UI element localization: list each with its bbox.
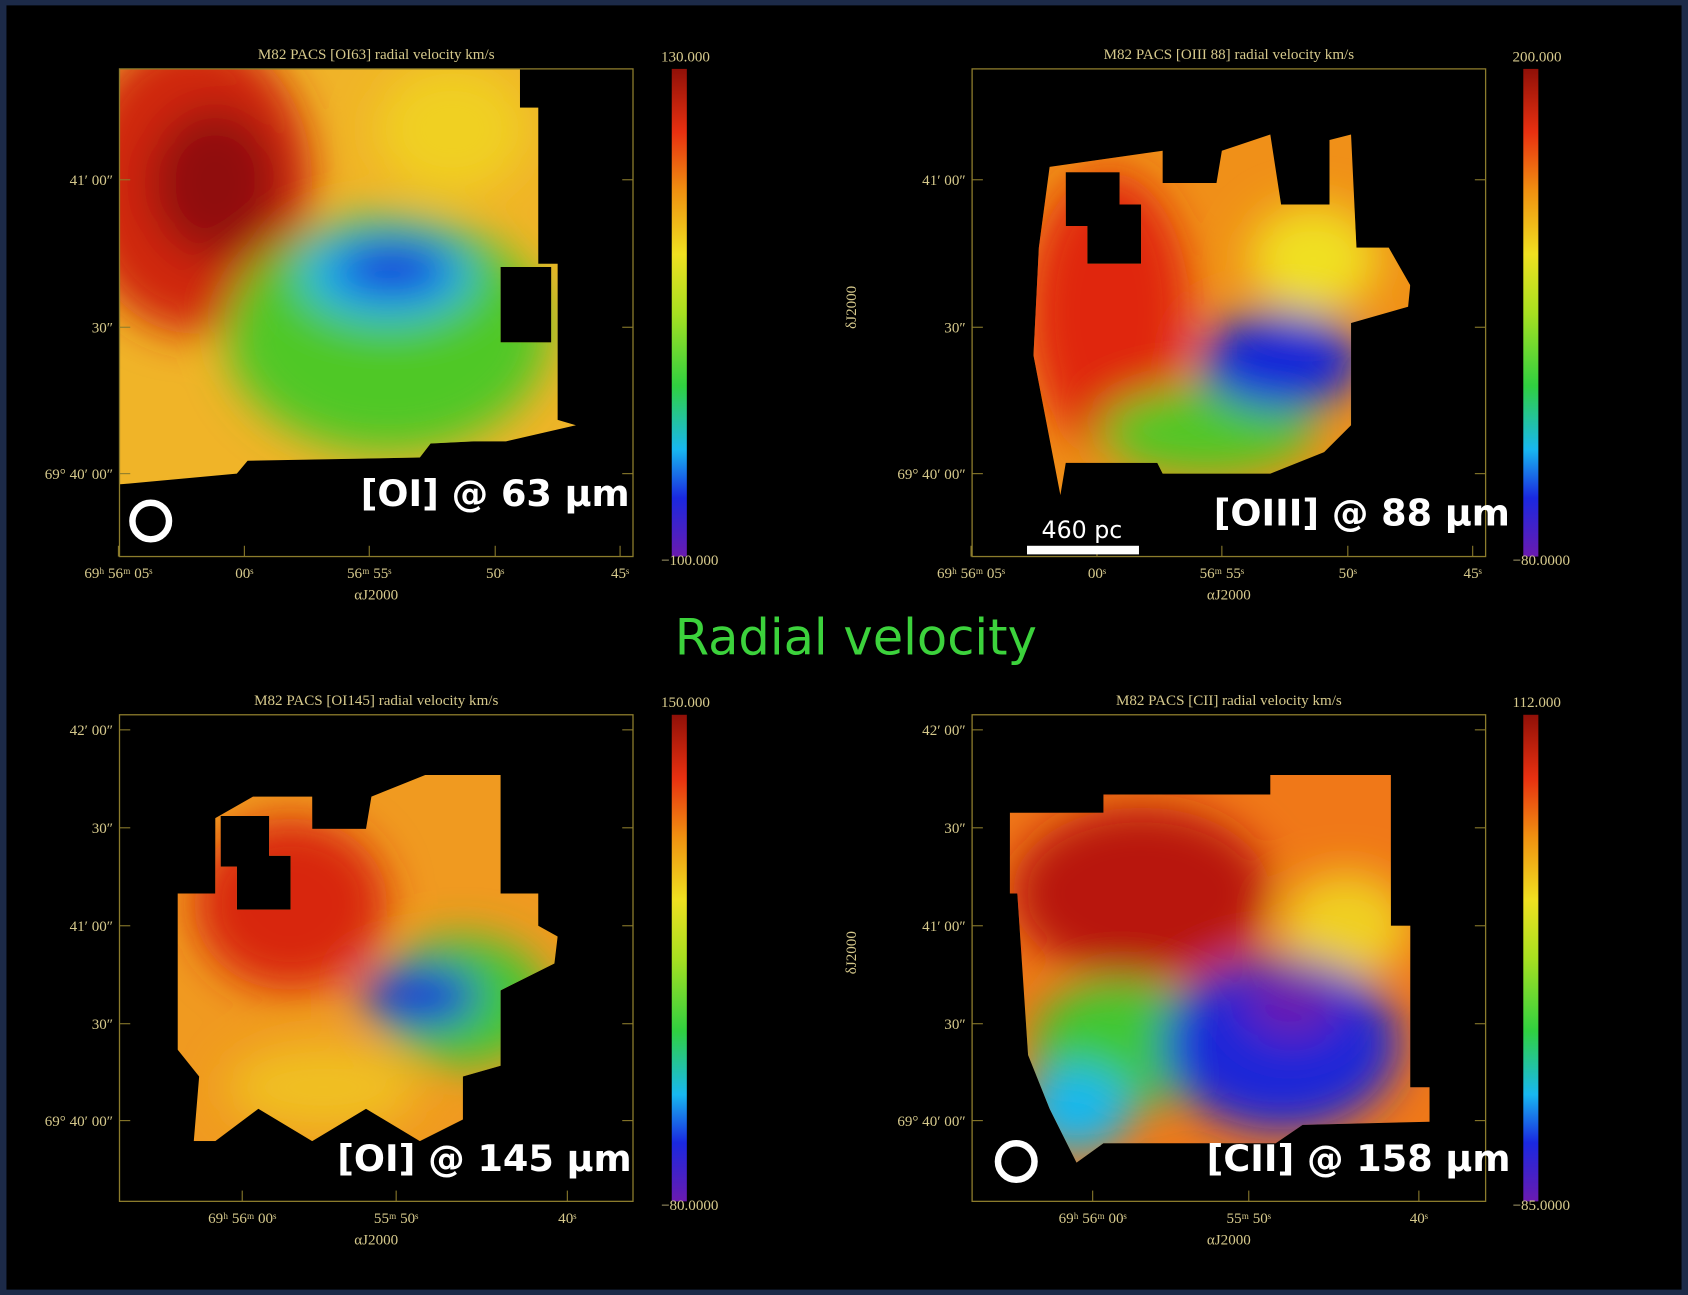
colorbar-min: −80.0000 — [1513, 553, 1570, 569]
colorbar-min: −80.0000 — [661, 1198, 718, 1214]
colorbar-max: 150.000 — [661, 695, 710, 711]
y-tick-label: 30″ — [92, 821, 113, 837]
x-tick-label: 40ˢ — [558, 1211, 577, 1227]
y-tick-label: 69° 40′ 00″ — [45, 1114, 113, 1130]
x-tick-label: 55ᵐ 50ˢ — [1227, 1211, 1272, 1227]
slide: M82 PACS [OI63] radial velocity km/s 130.… — [0, 0, 1688, 1295]
map-label: [OI] @ 63 μm — [361, 472, 630, 515]
x-axis-label: αJ2000 — [354, 588, 398, 604]
map-label: [OIII] @ 88 μm — [1214, 491, 1510, 534]
x-tick-label: 55ᵐ 50ˢ — [374, 1211, 419, 1227]
x-axis-label: αJ2000 — [354, 1232, 398, 1248]
y-tick-label: 41′ 00″ — [922, 919, 965, 935]
y-tick-label: 42′ 00″ — [70, 723, 113, 739]
map-label: [OI] @ 145 μm — [337, 1137, 631, 1180]
y-tick-label: 30″ — [92, 1017, 113, 1033]
colorbar-max: 112.000 — [1513, 695, 1561, 711]
map-title: M82 PACS [CII] radial velocity km/s — [1116, 693, 1342, 709]
x-tick-label: 56ᵐ 55ˢ — [347, 566, 392, 582]
y-tick-label: 41′ 00″ — [70, 173, 113, 189]
x-tick-label: 00ˢ — [1088, 566, 1107, 582]
y-tick-label: 42′ 00″ — [922, 723, 965, 739]
x-tick-label: 50ˢ — [486, 566, 505, 582]
y-tick-label: 69° 40′ 00″ — [897, 467, 965, 483]
map-label: [CII] @ 158 μm — [1207, 1137, 1511, 1180]
x-tick-label: 69ʰ 56ᵐ 00ˢ — [1059, 1211, 1128, 1227]
colorbar-max: 200.000 — [1513, 49, 1562, 65]
colorbar-max: 130.000 — [661, 49, 710, 65]
x-tick-label: 56ᵐ 55ˢ — [1200, 566, 1245, 582]
x-tick-label: 69ʰ 56ᵐ 05ˢ — [84, 566, 153, 582]
colorbar-min: −85.0000 — [1513, 1198, 1570, 1214]
y-axis-label: δJ2000 — [844, 931, 860, 974]
colorbar — [1523, 69, 1538, 557]
map-title: M82 PACS [OI145] radial velocity km/s — [254, 693, 498, 709]
y-tick-label: 69° 40′ 00″ — [45, 467, 113, 483]
colorbar — [1523, 715, 1538, 1202]
slide-title: Radial velocity — [675, 608, 1037, 666]
x-tick-label: 50ˢ — [1339, 566, 1358, 582]
x-tick-label: 00ˢ — [235, 566, 254, 582]
y-tick-label: 30″ — [944, 821, 965, 837]
colorbar-min: −100.000 — [661, 553, 718, 569]
map-title: M82 PACS [OIII 88] radial velocity km/s — [1104, 47, 1355, 63]
colorbar — [672, 715, 687, 1202]
velocity-map — [75, 32, 592, 495]
colorbar — [672, 69, 687, 557]
map-title: M82 PACS [OI63] radial velocity km/s — [258, 47, 495, 63]
page: {"slide": {"title": "Radial velocity"}, … — [0, 0, 1688, 1295]
velocity-map — [1001, 770, 1442, 1168]
scale-bar — [1027, 546, 1139, 555]
y-tick-label: 30″ — [944, 321, 965, 337]
x-tick-label: 40ˢ — [1410, 1211, 1429, 1227]
y-tick-label: 30″ — [944, 1017, 965, 1033]
y-tick-label: 41′ 00″ — [922, 173, 965, 189]
y-tick-label: 41′ 00″ — [70, 919, 113, 935]
x-tick-label: 69ʰ 56ᵐ 00ˢ — [208, 1211, 277, 1227]
x-tick-label: 45ˢ — [1464, 566, 1483, 582]
x-axis-label: αJ2000 — [1207, 588, 1251, 604]
y-axis-label: δJ2000 — [844, 286, 860, 329]
y-tick-label: 69° 40′ 00″ — [897, 1114, 965, 1130]
scale-bar-label: 460 pc — [1042, 516, 1123, 544]
x-axis-label: αJ2000 — [1207, 1232, 1251, 1248]
x-tick-label: 45ˢ — [611, 566, 630, 582]
x-tick-label: 69ʰ 56ᵐ 05ˢ — [937, 566, 1006, 582]
y-tick-label: 30″ — [92, 321, 113, 337]
